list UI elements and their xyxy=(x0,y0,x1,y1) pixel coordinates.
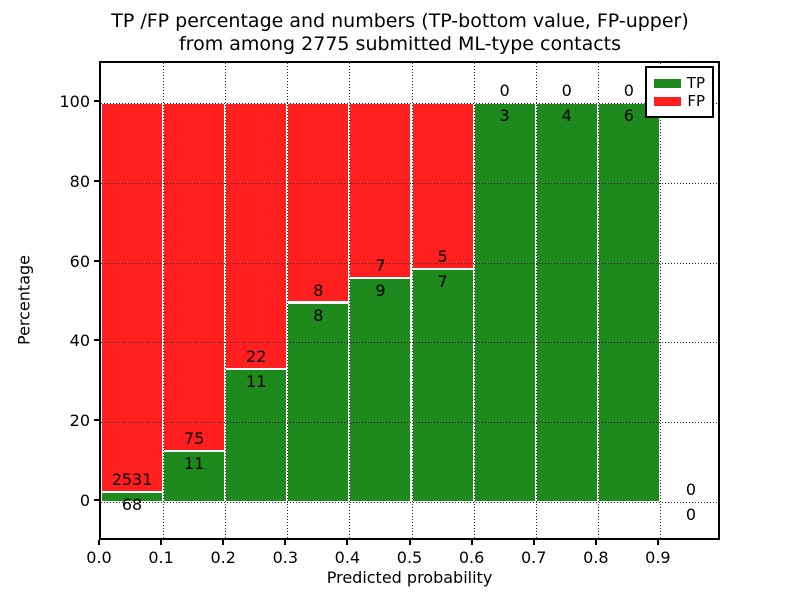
fp-count-label-9: 0 xyxy=(685,480,697,500)
x-tick-0.0 xyxy=(98,540,100,545)
gridline-y-60 xyxy=(101,262,718,264)
bar-fp-5 xyxy=(411,102,474,270)
tp-count-label-5: 7 xyxy=(437,272,448,292)
gridline-x-0.9 xyxy=(659,63,661,538)
bar-tp-5 xyxy=(411,269,474,503)
bar-fp-4 xyxy=(349,102,412,278)
gridline-x-0.6 xyxy=(473,63,475,538)
x-tick-label-0.0: 0.0 xyxy=(86,548,112,567)
x-tick-0.9 xyxy=(656,540,659,545)
tp-count-label-4: 9 xyxy=(375,280,386,300)
x-tick-0.7 xyxy=(532,540,535,545)
gridline-y-0 xyxy=(101,502,718,504)
bar-tp-6 xyxy=(473,102,536,503)
tp-count-label-9: 0 xyxy=(685,505,697,525)
legend-entry-fp: FP xyxy=(654,93,705,110)
fp-count-label-4: 7 xyxy=(375,255,386,275)
legend-swatch-fp xyxy=(654,97,681,106)
y-tick-label-60: 60 xyxy=(69,251,90,271)
tp-count-label-0: 68 xyxy=(121,494,143,514)
fp-count-label-7: 0 xyxy=(561,80,572,100)
bar-tp-8 xyxy=(597,102,660,503)
fp-count-label-3: 8 xyxy=(313,280,324,300)
plot-area: 2531 68 75 11 22 11 8 8 7 9 5 7 0 3 0 4 0 6 0 0 xyxy=(99,61,720,540)
y-tick-label-40: 40 xyxy=(69,331,90,351)
y-tick-label-80: 80 xyxy=(69,171,90,191)
x-tick-label-0.2: 0.2 xyxy=(210,548,236,567)
y-tick-label-0: 0 xyxy=(79,491,90,511)
x-tick-0.8 xyxy=(594,540,597,545)
x-tick-0.5 xyxy=(408,540,411,545)
bar-fp-1 xyxy=(163,102,226,452)
bar-fp-0 xyxy=(101,102,164,492)
chart-title-line1: TP /FP percentage and numbers (TP-bottom… xyxy=(111,10,689,32)
y-tick-0 xyxy=(94,499,99,502)
gridline-x-0.1 xyxy=(163,63,165,538)
gridline-x-0.2 xyxy=(225,63,227,538)
gridline-x-0.3 xyxy=(287,63,289,538)
chart-title: TP /FP percentage and numbers (TP-bottom… xyxy=(5,10,795,56)
x-tick-label-0.8: 0.8 xyxy=(583,548,609,567)
y-tick-60 xyxy=(94,259,99,262)
legend-swatch-tp xyxy=(654,79,681,88)
y-axis-label: Percentage xyxy=(14,254,34,346)
x-tick-label-0.4: 0.4 xyxy=(334,548,361,567)
x-tick-label-0.7: 0.7 xyxy=(520,548,547,567)
x-tick-0.4 xyxy=(346,540,349,545)
fp-count-label-6: 0 xyxy=(499,80,510,100)
gridline-x-0.5 xyxy=(411,63,413,538)
y-tick-100 xyxy=(94,99,99,102)
chart-title-line2: from among 2775 submitted ML-type contac… xyxy=(178,33,622,55)
fp-count-label-5: 5 xyxy=(437,247,448,267)
bar-tp-4 xyxy=(349,277,412,503)
bar-fp-2 xyxy=(225,102,288,370)
bar-tp-7 xyxy=(535,102,598,503)
y-tick-20 xyxy=(94,419,99,422)
x-tick-0.1 xyxy=(160,540,163,545)
fp-count-label-8: 0 xyxy=(623,80,634,100)
legend-label-fp: FP xyxy=(687,92,705,110)
tp-count-label-1: 11 xyxy=(183,454,205,474)
fp-count-label-1: 75 xyxy=(183,429,205,449)
legend: TP FP xyxy=(645,66,714,118)
tp-count-label-6: 3 xyxy=(499,105,510,125)
x-tick-0.6 xyxy=(470,540,473,545)
gridline-x-0.7 xyxy=(535,63,537,538)
x-tick-label-0.6: 0.6 xyxy=(458,548,485,567)
y-tick-label-20: 20 xyxy=(69,411,90,431)
x-tick-label-0.1: 0.1 xyxy=(148,548,174,567)
bar-tp-3 xyxy=(287,302,350,503)
x-axis-label: Predicted probability xyxy=(326,568,493,587)
bar-tp-1 xyxy=(163,451,226,503)
fp-count-label-0: 2531 xyxy=(111,469,153,489)
tp-count-label-7: 4 xyxy=(561,105,572,125)
gridline-y-40 xyxy=(101,342,718,344)
legend-label-tp: TP xyxy=(686,74,705,92)
tp-count-label-8: 6 xyxy=(623,105,634,125)
gridline-x-0.8 xyxy=(597,63,599,538)
gridline-y-100 xyxy=(101,102,718,104)
tp-count-label-3: 8 xyxy=(313,305,324,325)
x-tick-label-0.9: 0.9 xyxy=(645,548,671,567)
tp-count-label-2: 11 xyxy=(246,372,267,392)
y-tick-label-100: 100 xyxy=(59,91,90,111)
fp-count-label-2: 22 xyxy=(246,347,267,367)
gridline-x-0.4 xyxy=(349,63,351,538)
x-tick-label-0.3: 0.3 xyxy=(272,548,299,567)
legend-entry-tp: TP xyxy=(654,75,705,92)
x-tick-label-0.5: 0.5 xyxy=(396,548,423,567)
y-tick-40 xyxy=(94,339,99,342)
x-tick-0.3 xyxy=(284,540,287,545)
bar-tp-0 xyxy=(101,491,164,503)
gridline-y-20 xyxy=(101,422,718,424)
x-tick-0.2 xyxy=(222,540,225,545)
gridline-y-80 xyxy=(101,182,718,184)
y-tick-80 xyxy=(94,179,99,182)
bar-fp-3 xyxy=(287,102,350,303)
